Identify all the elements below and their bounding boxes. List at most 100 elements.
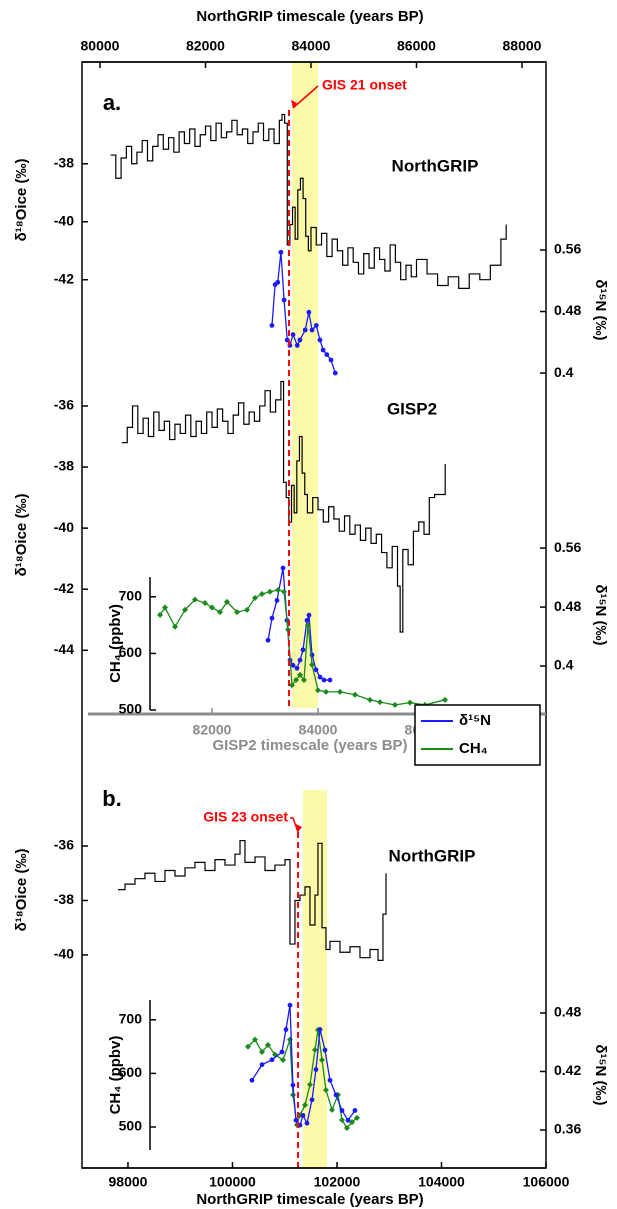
y-axis-title: δ¹⁵N (‰) xyxy=(592,584,609,645)
data-point xyxy=(309,1097,315,1103)
data-point xyxy=(258,590,265,597)
shaded-interval xyxy=(303,790,328,1168)
data-point xyxy=(157,611,164,618)
data-point xyxy=(311,1046,318,1053)
data-point xyxy=(297,337,303,343)
data-point xyxy=(279,1049,285,1055)
onset-arrow xyxy=(290,817,299,833)
background-layer xyxy=(292,62,328,1168)
data-point xyxy=(274,598,280,603)
y-tick-label: 600 xyxy=(119,1064,143,1080)
y-tick-label: 0.48 xyxy=(554,302,581,318)
data-point xyxy=(332,370,338,376)
data-point xyxy=(377,699,384,706)
data-point xyxy=(352,1108,358,1113)
y-tick-label: -40 xyxy=(54,519,74,535)
data-point xyxy=(249,1077,255,1083)
y-tick-label: -40 xyxy=(54,212,74,228)
y-tick-label: 0.48 xyxy=(554,598,581,614)
y-axis-title: CH₄ (ppbv) xyxy=(107,1036,124,1115)
data-point xyxy=(278,249,284,255)
data-point xyxy=(209,604,216,611)
onset-arrow xyxy=(292,85,319,109)
data-point xyxy=(300,1112,306,1118)
data-point xyxy=(304,1120,310,1126)
data-point xyxy=(172,623,179,630)
data-point xyxy=(217,609,224,616)
data-point xyxy=(328,357,334,363)
data-point xyxy=(182,606,189,613)
y-axis-title: δ¹⁸Oice (‰) xyxy=(13,494,30,577)
legend-label: CH₄ xyxy=(459,740,488,757)
data-point xyxy=(302,1102,309,1108)
data-point xyxy=(392,701,399,708)
data-point xyxy=(280,565,286,571)
y-tick-label: 500 xyxy=(119,701,143,717)
data-point xyxy=(293,1117,299,1123)
data-point xyxy=(317,1027,323,1032)
data-point xyxy=(259,1062,265,1068)
legend-label: δ¹⁵N xyxy=(459,712,491,729)
data-point xyxy=(322,1087,329,1093)
data-point xyxy=(304,617,310,623)
data-point xyxy=(322,1047,328,1053)
data-point xyxy=(306,309,312,315)
panel-label: b. xyxy=(102,786,122,811)
x-tick-label: 102000 xyxy=(314,1174,361,1190)
y-axis-title: CH₄ (ppbv) xyxy=(107,604,124,683)
data-point xyxy=(309,661,316,668)
data-point xyxy=(327,677,333,683)
data-point xyxy=(366,696,373,703)
y-tick-label: -38 xyxy=(54,154,74,170)
data-point xyxy=(321,677,327,683)
data-point xyxy=(348,1119,355,1126)
legend-box xyxy=(414,704,541,766)
data-point xyxy=(441,696,448,703)
step-line xyxy=(121,380,446,633)
data-point xyxy=(309,327,315,333)
data-point xyxy=(324,352,330,358)
data-point xyxy=(251,594,258,601)
data-point xyxy=(304,622,311,629)
record-label: GISP2 xyxy=(387,399,437,418)
x-axis-title: GISP2 timescale (years BP) xyxy=(212,737,407,754)
y-axis-title: δ¹⁵N (‰) xyxy=(592,1044,609,1105)
x-tick-label: 84000 xyxy=(292,38,331,54)
data-point xyxy=(296,671,303,678)
data-point xyxy=(407,699,414,706)
data-point xyxy=(339,1117,346,1123)
y-axis-title: δ¹⁸Oice (‰) xyxy=(13,849,30,932)
data-point xyxy=(266,588,273,595)
series-line xyxy=(247,1029,358,1130)
y-tick-label: -36 xyxy=(54,837,74,853)
onset-label: GIS 23 onset xyxy=(203,809,288,825)
x-tick-label: 84000 xyxy=(299,722,338,738)
data-point xyxy=(317,674,323,680)
data-point xyxy=(286,1036,293,1043)
y-tick-label: 500 xyxy=(119,1118,143,1134)
data-point xyxy=(245,1043,252,1050)
data-point xyxy=(328,1106,335,1113)
data-point xyxy=(294,665,300,671)
data-point xyxy=(290,332,296,338)
data-point xyxy=(288,682,295,689)
data-point xyxy=(301,677,308,684)
record-label: NorthGRIP xyxy=(392,156,479,175)
data-point xyxy=(202,600,209,607)
record-label: NorthGRIP xyxy=(389,846,476,865)
data-point xyxy=(281,297,287,303)
data-point xyxy=(354,1114,361,1121)
data-point xyxy=(306,612,312,618)
y-axis-title: δ¹⁸Oice (‰) xyxy=(13,159,30,242)
data-point xyxy=(264,1042,271,1048)
data-point xyxy=(339,1108,345,1113)
data-point xyxy=(269,322,275,328)
y-tick-label: -40 xyxy=(54,946,74,962)
y-tick-label: 0.48 xyxy=(554,1004,581,1020)
onset-label: GIS 21 onset xyxy=(322,77,407,93)
data-point xyxy=(345,1117,351,1123)
y-tick-label: 0.4 xyxy=(554,364,574,380)
data-point xyxy=(287,1002,293,1008)
